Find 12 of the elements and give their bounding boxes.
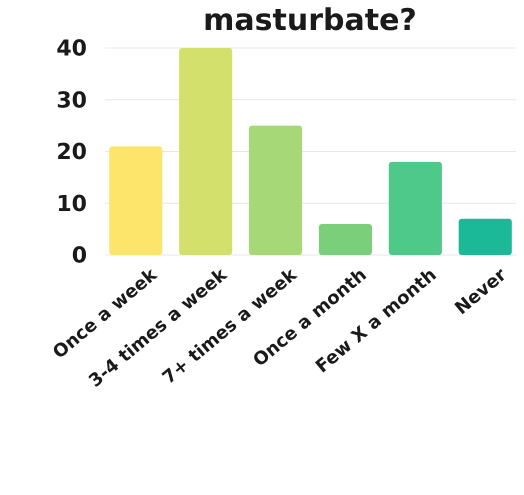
chart-title: masturbate? [203,3,417,38]
bar [458,218,512,255]
bar [318,224,372,255]
bar [109,146,162,255]
y-tick-label: 30 [56,88,87,114]
bar [248,126,302,255]
bar [388,162,442,255]
y-tick-label: 20 [56,140,87,166]
y-tick-label: 0 [72,244,87,269]
bar [179,48,232,255]
y-tick-label: 10 [56,192,87,217]
y-tick-label: 40 [56,36,87,62]
